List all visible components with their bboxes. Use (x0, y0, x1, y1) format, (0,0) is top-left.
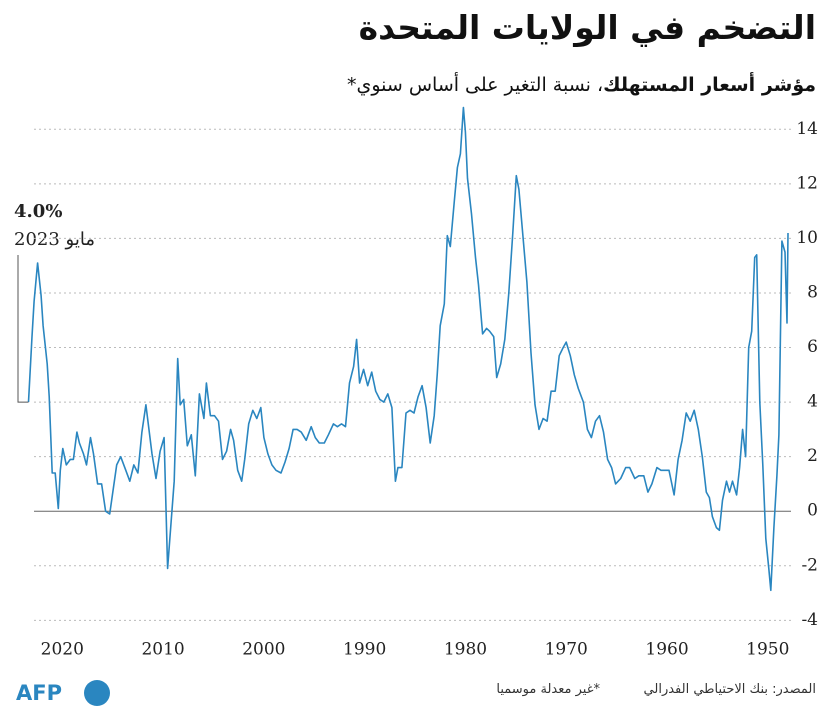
x-tick-label: 2000 (242, 640, 285, 660)
y-tick-label: 6 (807, 337, 818, 357)
y-tick-label: 12 (796, 173, 818, 193)
footnote: *غير معدلة موسميا (496, 682, 600, 697)
y-tick-label: 8 (807, 282, 818, 302)
subtitle-rest: ، نسبة التغير على أساس سنوي* (346, 74, 604, 96)
y-tick-label: 0 (807, 501, 818, 521)
logo-circle (84, 680, 110, 706)
annotation-bracket (17, 255, 29, 403)
annotation-date: مايو 2023 (14, 229, 95, 250)
logo: AFP (16, 681, 62, 705)
y-tick-label: 14 (796, 119, 818, 139)
y-tick-label: 10 (796, 228, 818, 248)
annotation-value: 4.0% (14, 201, 62, 222)
x-tick-label: 1980 (444, 640, 487, 660)
x-tick-label: 1990 (343, 640, 386, 660)
x-tick-label: 1970 (545, 640, 588, 660)
y-tick-label: 4 (807, 392, 818, 412)
y-tick-label: -2 (801, 555, 818, 575)
chart-title: التضخم في الولايات المتحدة (358, 8, 816, 47)
x-tick-label: 2010 (141, 640, 184, 660)
subtitle-bold: مؤشر أسعار المستهلك (603, 74, 816, 96)
source: المصدر: بنك الاحتياطي الفدرالي (643, 682, 816, 697)
cpi-line (27, 106, 789, 592)
y-tick-label: 2 (807, 446, 818, 466)
chart-subtitle: مؤشر أسعار المستهلك، نسبة التغير على أسا… (347, 74, 816, 96)
x-tick-label: 2020 (41, 640, 84, 660)
x-tick-label: 1950 (746, 640, 789, 660)
x-tick-label: 1960 (645, 640, 688, 660)
y-tick-label: -4 (801, 610, 818, 630)
